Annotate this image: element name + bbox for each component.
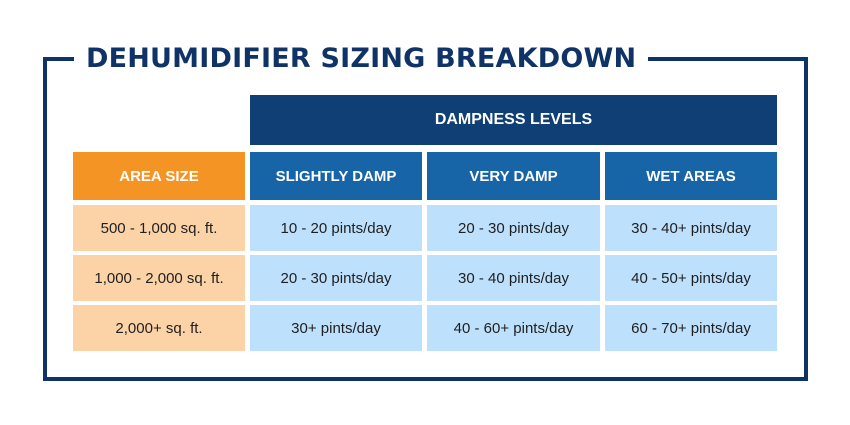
- row-1-very-damp: 20 - 30 pints/day: [427, 205, 600, 251]
- row-3-slightly-damp: 30+ pints/day: [250, 305, 422, 351]
- column-header-very-damp: VERY DAMP: [427, 152, 600, 200]
- row-2-very-damp: 30 - 40 pints/day: [427, 255, 600, 301]
- column-header-slightly-damp: SLIGHTLY DAMP: [250, 152, 422, 200]
- column-header-wet-areas: WET AREAS: [605, 152, 777, 200]
- column-header-area-size: AREA SIZE: [73, 152, 245, 200]
- row-3-wet-areas: 60 - 70+ pints/day: [605, 305, 777, 351]
- page-title: DEHUMIDIFIER SIZING BREAKDOWN: [74, 40, 649, 78]
- row-1-area-size: 500 - 1,000 sq. ft.: [73, 205, 245, 251]
- row-2-wet-areas: 40 - 50+ pints/day: [605, 255, 777, 301]
- row-3-area-size: 2,000+ sq. ft.: [73, 305, 245, 351]
- row-2-slightly-damp: 20 - 30 pints/day: [250, 255, 422, 301]
- dampness-levels-header: DAMPNESS LEVELS: [250, 95, 777, 145]
- row-3-very-damp: 40 - 60+ pints/day: [427, 305, 600, 351]
- row-2-area-size: 1,000 - 2,000 sq. ft.: [73, 255, 245, 301]
- row-1-slightly-damp: 10 - 20 pints/day: [250, 205, 422, 251]
- row-1-wet-areas: 30 - 40+ pints/day: [605, 205, 777, 251]
